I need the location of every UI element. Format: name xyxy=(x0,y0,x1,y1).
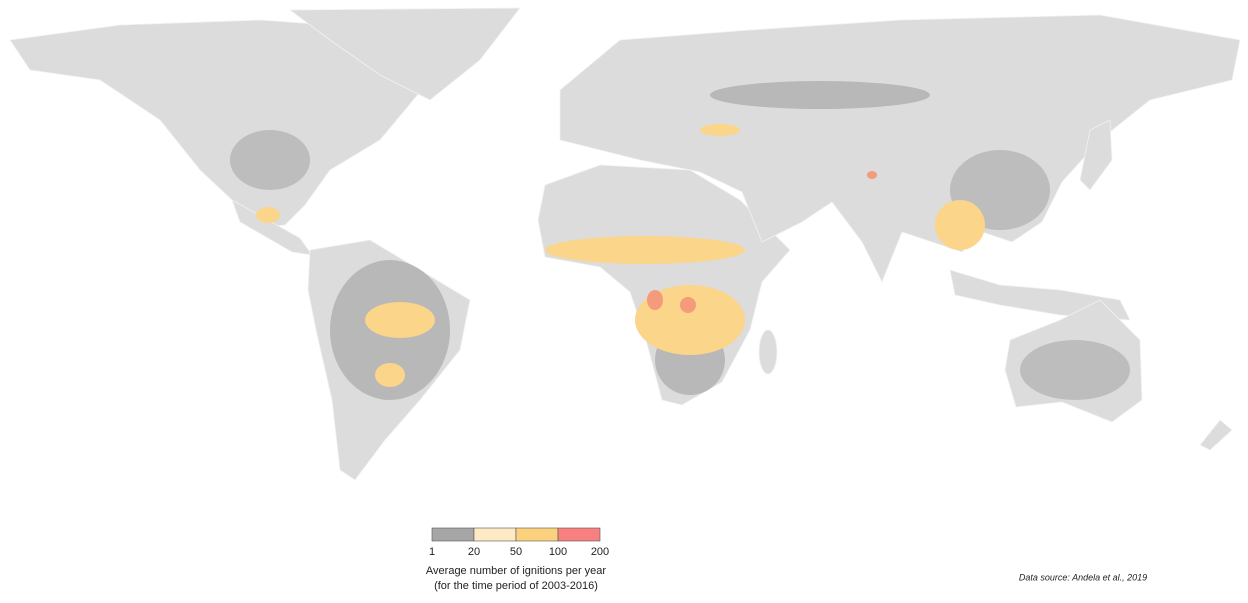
data-source: Data source: Andela et al., 2019 xyxy=(1019,572,1147,582)
legend-tick-label: 20 xyxy=(468,546,480,558)
legend: 1 20 50 100 200 xyxy=(429,527,609,558)
fire-region xyxy=(647,290,663,310)
world-map xyxy=(9,7,1241,481)
legend-swatch xyxy=(515,527,559,542)
fire-region xyxy=(365,302,435,338)
legend-title: Average number of ignitions per year xyxy=(426,565,607,577)
fire-region xyxy=(680,297,696,313)
fire-region xyxy=(700,124,740,136)
legend-tick-label: 1 xyxy=(429,546,435,558)
japan xyxy=(1079,119,1113,191)
legend-swatch xyxy=(557,527,601,542)
new-zealand xyxy=(1199,419,1233,451)
legend-tick-label: 50 xyxy=(510,546,522,558)
fire-region xyxy=(230,130,310,190)
madagascar xyxy=(758,329,778,375)
legend-subtitle: (for the time period of 2003-2016) xyxy=(434,580,598,592)
fire-region xyxy=(935,200,985,250)
fire-region xyxy=(1020,340,1130,400)
legend-tick-label: 100 xyxy=(549,546,567,558)
fire-region xyxy=(867,171,877,179)
fire-region xyxy=(375,363,405,387)
greenland xyxy=(288,7,521,101)
legend-tick-label: 200 xyxy=(591,546,609,558)
legend-swatch xyxy=(431,527,475,542)
fire-region xyxy=(256,207,280,223)
central-america xyxy=(231,199,313,256)
legend-swatch xyxy=(473,527,517,542)
fire-region xyxy=(545,236,745,264)
fire-region xyxy=(710,81,930,109)
